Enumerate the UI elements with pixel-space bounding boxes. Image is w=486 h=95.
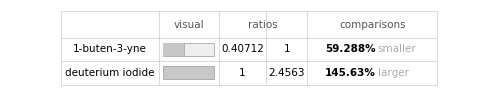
Text: ratios: ratios	[248, 20, 278, 30]
Text: 1: 1	[239, 68, 246, 78]
Text: comparisons: comparisons	[339, 20, 406, 30]
Text: 59.288%: 59.288%	[325, 44, 376, 54]
Text: 0.40712: 0.40712	[221, 44, 264, 54]
Text: smaller: smaller	[378, 44, 417, 54]
Text: deuterium iodide: deuterium iodide	[65, 68, 155, 78]
Text: larger: larger	[378, 68, 409, 78]
Text: 1: 1	[283, 44, 290, 54]
Bar	[163, 66, 214, 79]
Text: 2.4563: 2.4563	[268, 68, 305, 78]
Text: visual: visual	[174, 20, 204, 30]
Bar	[163, 43, 214, 56]
Text: 145.63%: 145.63%	[325, 68, 376, 78]
Text: 1-buten-3-yne: 1-buten-3-yne	[73, 44, 147, 54]
Bar	[163, 43, 184, 56]
